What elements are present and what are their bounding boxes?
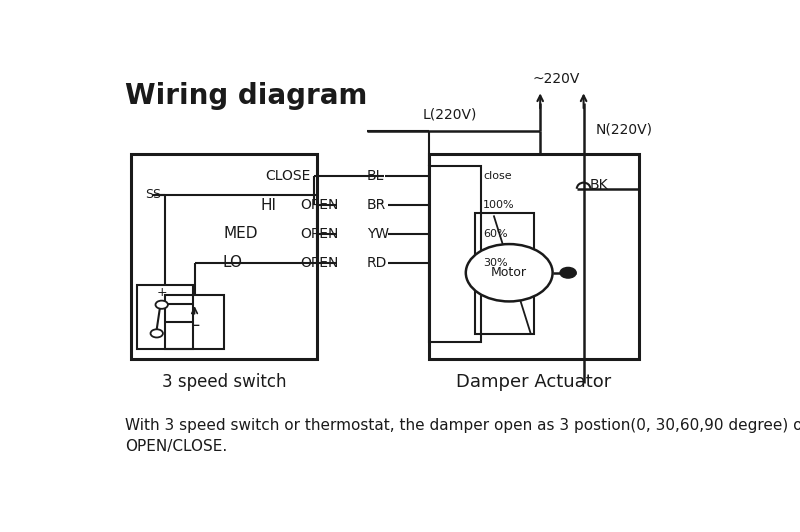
Bar	[138, 285, 193, 348]
Circle shape	[466, 244, 553, 302]
Bar	[475, 213, 534, 334]
Text: ~220V: ~220V	[532, 72, 579, 86]
Text: L(220V): L(220V)	[423, 107, 478, 121]
Text: OPEN/CLOSE.: OPEN/CLOSE.	[125, 439, 227, 454]
Text: BR: BR	[366, 198, 386, 212]
Bar	[165, 295, 224, 348]
Bar	[131, 154, 317, 359]
Text: N(220V): N(220V)	[596, 122, 653, 136]
Text: 30%: 30%	[483, 257, 508, 268]
Text: L: L	[190, 314, 199, 329]
Text: BK: BK	[590, 178, 609, 192]
Text: Motor: Motor	[491, 266, 527, 279]
Text: MED: MED	[224, 226, 258, 242]
Text: OPEN: OPEN	[300, 198, 338, 212]
Text: Wiring diagram: Wiring diagram	[125, 82, 367, 110]
Circle shape	[155, 301, 168, 309]
Text: +: +	[157, 286, 168, 299]
Text: RD: RD	[366, 255, 387, 270]
Text: HI: HI	[261, 198, 277, 213]
Text: close: close	[483, 171, 512, 181]
Text: 3 speed switch: 3 speed switch	[162, 373, 286, 391]
Text: CLOSE: CLOSE	[266, 170, 310, 184]
Circle shape	[560, 268, 576, 278]
Text: With 3 speed switch or thermostat, the damper open as 3 postion(0, 30,60,90 degr: With 3 speed switch or thermostat, the d…	[125, 418, 800, 433]
Text: YW: YW	[366, 227, 389, 241]
Text: Damper Actuator: Damper Actuator	[456, 373, 612, 391]
Text: BL: BL	[366, 170, 384, 184]
Text: LO: LO	[222, 255, 242, 270]
Text: SS: SS	[146, 188, 162, 202]
Text: 100%: 100%	[483, 200, 514, 210]
Text: OPEN: OPEN	[300, 227, 338, 241]
Text: 60%: 60%	[483, 229, 508, 239]
Text: OPEN: OPEN	[300, 255, 338, 270]
Circle shape	[150, 329, 163, 337]
Bar	[429, 154, 639, 359]
Bar	[429, 166, 482, 343]
